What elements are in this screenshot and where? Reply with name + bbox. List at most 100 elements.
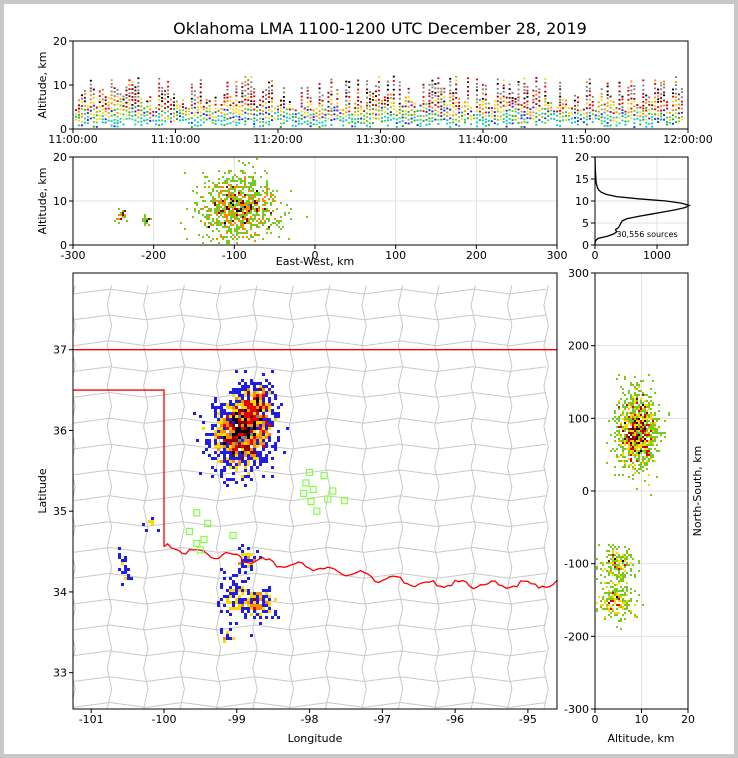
time-height-source-bin	[588, 78, 591, 81]
time-height-source-bin	[268, 96, 271, 99]
time-height-source-bin	[467, 101, 470, 104]
time-height-source-bin	[354, 107, 357, 110]
map-source-bin	[220, 409, 223, 412]
east-west-source-bin	[148, 218, 150, 220]
time-height-source-bin	[654, 113, 657, 116]
time-height-source-bin	[639, 115, 642, 118]
north-south-source-bin	[610, 616, 612, 618]
map-source-bin	[235, 466, 238, 469]
map-source-bin	[232, 580, 235, 583]
north-south-source-bin	[618, 590, 620, 592]
time-height-source-bin	[140, 124, 143, 127]
map-source-bin	[241, 424, 244, 427]
north-south-source-bin	[646, 462, 648, 464]
north-south-source-bin	[646, 432, 648, 434]
map-source-bin	[241, 610, 244, 613]
time-height-source-bin	[131, 118, 134, 121]
time-height-source-bin	[134, 99, 137, 101]
time-height-source-bin	[285, 108, 288, 111]
map-source-bin	[223, 442, 226, 445]
map-source-bin	[223, 409, 226, 412]
map-source-bin	[232, 391, 235, 394]
east-west-xtick-label: 200	[466, 249, 487, 262]
time-height-source-bin	[226, 123, 229, 125]
map-source-bin	[232, 445, 235, 448]
map-source-bin	[217, 427, 220, 430]
north-south-source-bin	[632, 448, 634, 450]
time-height-source-bin	[434, 113, 437, 116]
east-west-source-bin	[240, 194, 242, 196]
map-source-bin	[259, 439, 262, 442]
time-height-source-bin	[428, 99, 431, 102]
north-south-source-bin	[622, 562, 624, 564]
north-south-source-bin	[648, 428, 650, 430]
time-height-source-bin	[627, 94, 630, 96]
time-height-source-bin	[181, 119, 184, 122]
map-source-bin	[232, 403, 235, 406]
time-height-source-bin	[315, 123, 318, 126]
map-source-bin	[229, 586, 232, 589]
time-height-source-bin	[351, 117, 354, 120]
north-south-xlabel: Altitude, km	[607, 732, 674, 745]
east-west-source-bin	[264, 222, 266, 224]
east-west-source-bin	[216, 204, 218, 206]
time-height-source-bin	[342, 113, 345, 115]
time-height-source-bin	[612, 108, 615, 111]
time-height-source-bin	[428, 105, 431, 108]
east-west-source-bin	[250, 224, 252, 226]
east-west-source-bin	[254, 204, 256, 206]
map-source-bin	[127, 577, 130, 580]
east-west-source-bin	[256, 210, 258, 212]
time-height-source-bin	[291, 115, 294, 118]
north-south-source-bin	[614, 450, 616, 452]
map-source-bin	[247, 598, 250, 601]
time-height-source-bin	[294, 116, 297, 118]
time-height-xtick-label: 11:50:00	[561, 133, 610, 146]
map-source-bin	[265, 427, 268, 430]
north-south-source-bin	[622, 450, 624, 452]
north-south-source-bin	[630, 444, 632, 446]
east-west-source-bin	[256, 194, 258, 196]
east-west-source-bin	[256, 212, 258, 214]
time-height-source-bin	[220, 103, 223, 106]
time-height-source-bin	[505, 96, 508, 99]
time-height-source-bin	[383, 115, 386, 118]
time-height-source-bin	[327, 110, 330, 112]
time-height-source-bin	[440, 98, 443, 101]
north-south-source-bin	[608, 592, 610, 594]
north-south-source-bin	[634, 408, 636, 410]
map-source-bin	[244, 466, 247, 469]
north-south-source-bin	[634, 454, 636, 456]
north-south-source-bin	[644, 432, 646, 434]
time-height-source-bin	[419, 109, 422, 112]
north-south-source-bin	[632, 402, 634, 404]
north-south-source-bin	[626, 604, 628, 606]
map-source-bin	[220, 631, 223, 634]
north-south-source-bin	[626, 448, 628, 450]
map-source-bin	[256, 427, 259, 430]
map-source-bin	[247, 601, 250, 604]
time-height-source-bin	[559, 98, 562, 101]
map-source-bin	[262, 442, 265, 445]
north-south-source-bin	[634, 412, 636, 414]
time-height-source-bin	[369, 113, 372, 115]
time-height-source-bin	[475, 86, 478, 89]
time-height-source-bin	[633, 118, 636, 121]
east-west-source-bin	[254, 240, 256, 242]
map-source-bin	[265, 394, 268, 397]
map-source-bin	[265, 445, 268, 448]
time-height-source-bin	[389, 111, 392, 114]
time-height-source-bin	[309, 125, 312, 128]
north-south-source-bin	[600, 606, 602, 608]
map-source-bin	[253, 436, 256, 439]
time-height-source-bin	[660, 93, 663, 96]
time-height-source-bin	[410, 117, 413, 120]
time-height-source-bin	[125, 94, 128, 96]
north-south-source-bin	[624, 444, 626, 446]
time-height-source-bin	[241, 86, 244, 88]
north-south-source-bin	[622, 404, 624, 406]
time-height-source-bin	[291, 119, 294, 122]
east-west-source-bin	[210, 200, 212, 202]
time-height-source-bin	[101, 115, 104, 118]
east-west-source-bin	[252, 190, 254, 192]
